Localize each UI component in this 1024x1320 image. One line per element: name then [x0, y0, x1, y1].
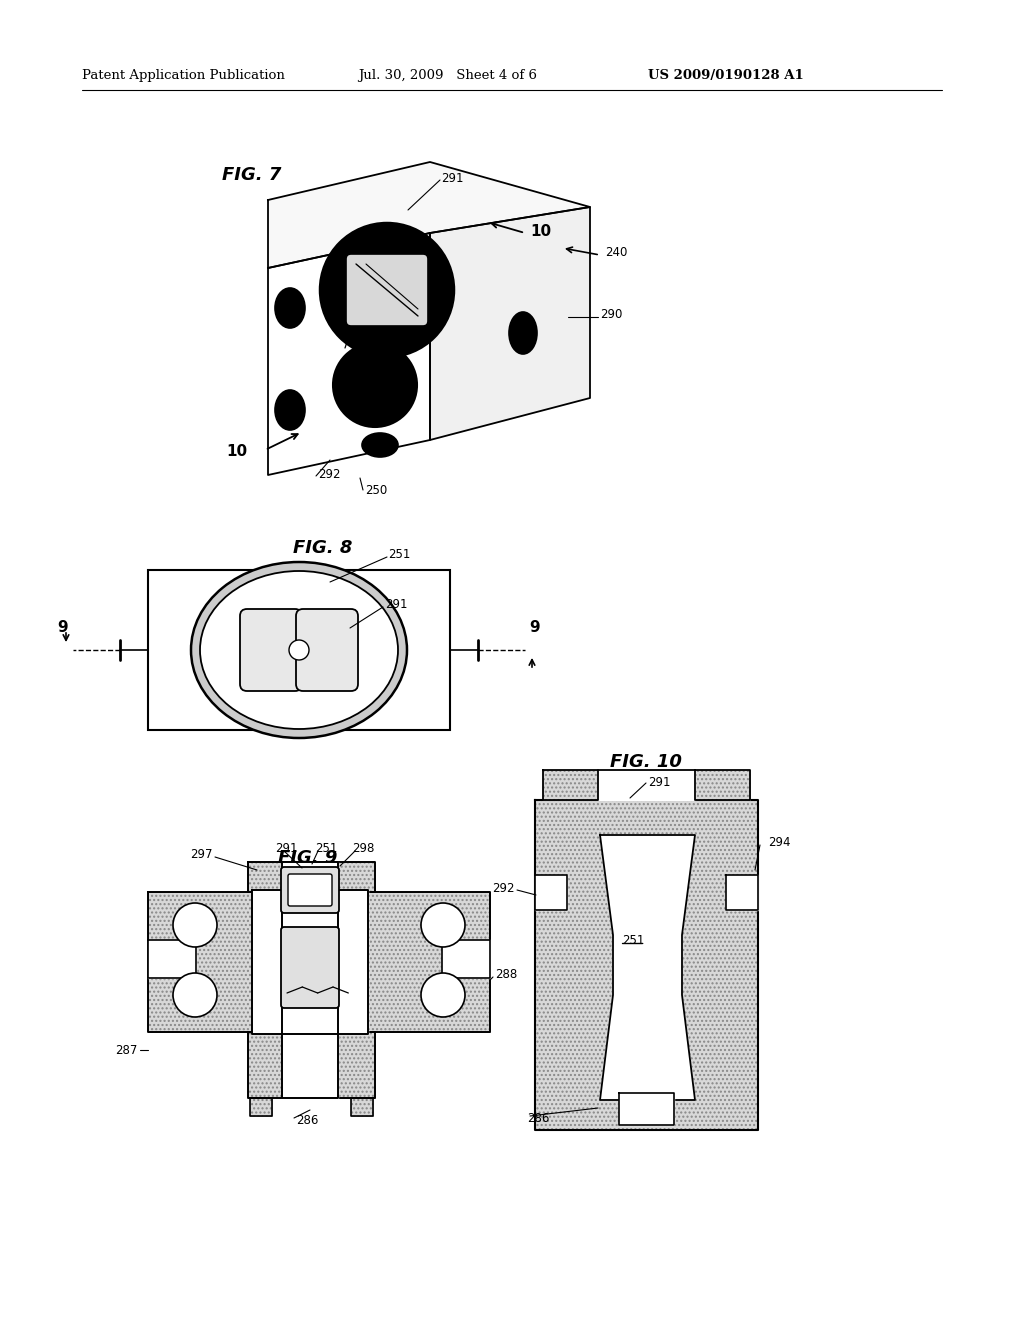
Text: 251: 251 — [315, 842, 337, 854]
Text: 294: 294 — [768, 836, 791, 849]
Text: 291: 291 — [385, 598, 408, 611]
Bar — [148, 570, 450, 730]
FancyBboxPatch shape — [296, 609, 358, 690]
Polygon shape — [282, 862, 338, 1098]
Polygon shape — [543, 770, 598, 800]
Polygon shape — [442, 940, 490, 978]
Text: 292: 292 — [493, 882, 515, 895]
Ellipse shape — [509, 312, 537, 354]
Text: FIG. 9: FIG. 9 — [278, 849, 337, 867]
Text: FIG. 7: FIG. 7 — [222, 166, 282, 183]
Polygon shape — [268, 162, 590, 268]
Circle shape — [333, 343, 417, 426]
Polygon shape — [248, 1032, 375, 1098]
Polygon shape — [598, 770, 695, 800]
Text: Jul. 30, 2009   Sheet 4 of 6: Jul. 30, 2009 Sheet 4 of 6 — [358, 69, 537, 82]
Text: FIG. 10: FIG. 10 — [610, 752, 682, 771]
Text: FIG. 8: FIG. 8 — [293, 539, 352, 557]
Text: Patent Application Publication: Patent Application Publication — [82, 69, 285, 82]
Polygon shape — [600, 836, 695, 1100]
Polygon shape — [726, 875, 758, 909]
Text: 10: 10 — [226, 445, 247, 459]
Polygon shape — [535, 800, 758, 1130]
Polygon shape — [250, 1098, 272, 1115]
Polygon shape — [252, 890, 368, 1034]
Ellipse shape — [191, 562, 407, 738]
FancyBboxPatch shape — [281, 927, 339, 1008]
Polygon shape — [148, 892, 490, 1032]
Circle shape — [330, 234, 444, 347]
Text: 291: 291 — [275, 842, 298, 854]
Polygon shape — [618, 1093, 674, 1125]
Ellipse shape — [275, 389, 305, 430]
Text: 287: 287 — [116, 1044, 138, 1056]
Polygon shape — [695, 770, 750, 800]
Text: 288: 288 — [495, 969, 517, 982]
Text: 9: 9 — [529, 620, 541, 635]
Polygon shape — [248, 862, 375, 892]
Text: US 2009/0190128 A1: US 2009/0190128 A1 — [648, 69, 804, 82]
Circle shape — [319, 223, 454, 356]
Text: 291: 291 — [441, 172, 464, 185]
Text: 10: 10 — [530, 223, 551, 239]
Text: 291: 291 — [648, 776, 671, 788]
Circle shape — [421, 903, 465, 946]
Polygon shape — [351, 1098, 373, 1115]
Circle shape — [341, 351, 409, 418]
Polygon shape — [148, 940, 196, 978]
Polygon shape — [430, 207, 590, 440]
FancyBboxPatch shape — [281, 867, 339, 913]
Text: 240: 240 — [605, 247, 628, 260]
Text: 292: 292 — [318, 469, 341, 482]
Polygon shape — [268, 234, 430, 475]
FancyBboxPatch shape — [240, 609, 302, 690]
Text: 286: 286 — [527, 1111, 549, 1125]
Text: 250: 250 — [365, 483, 387, 496]
Circle shape — [421, 973, 465, 1016]
Text: 297: 297 — [190, 849, 213, 862]
Text: 9: 9 — [57, 620, 69, 635]
Text: 251: 251 — [622, 933, 644, 946]
Text: 290: 290 — [600, 309, 623, 322]
Circle shape — [173, 973, 217, 1016]
Ellipse shape — [275, 288, 305, 327]
FancyBboxPatch shape — [288, 874, 332, 906]
FancyBboxPatch shape — [346, 253, 428, 326]
Polygon shape — [535, 875, 567, 909]
Text: 298: 298 — [352, 842, 375, 854]
Text: 251: 251 — [388, 549, 411, 561]
Circle shape — [289, 640, 309, 660]
Ellipse shape — [200, 572, 398, 729]
Ellipse shape — [362, 433, 398, 457]
Text: 286: 286 — [296, 1114, 318, 1126]
Circle shape — [173, 903, 217, 946]
